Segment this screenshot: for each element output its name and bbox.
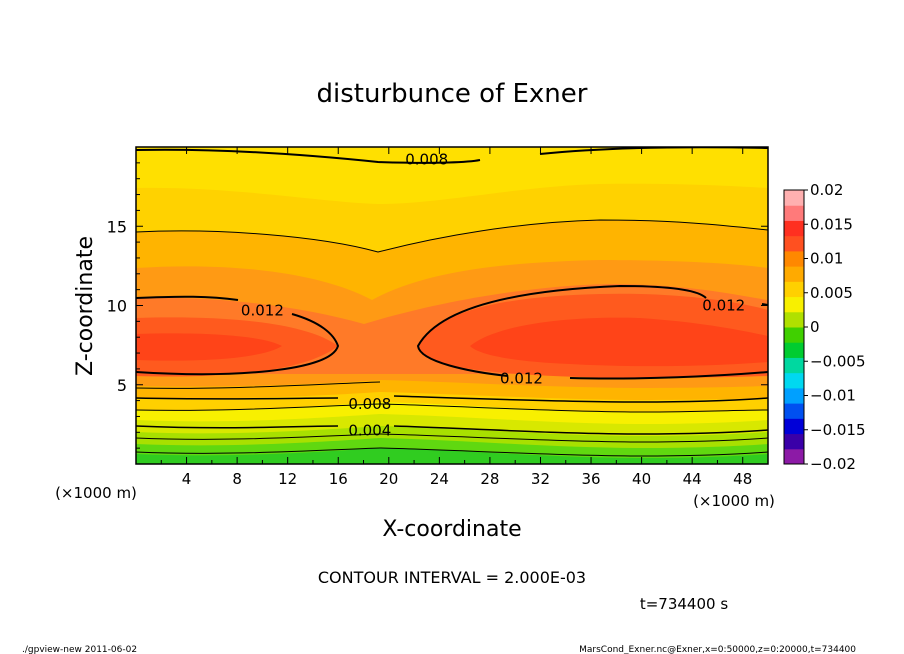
colorbar-label: 0.005 [810, 284, 853, 302]
x-tick-label: 28 [480, 470, 499, 488]
x-tick-label: 40 [632, 470, 651, 488]
colorbar-swatch [784, 403, 804, 419]
colorbar-label: 0.015 [810, 215, 853, 233]
y-tick-label: 15 [107, 217, 127, 236]
contour-label: 0.004 [348, 422, 391, 440]
y-axis-label: Z-coordinate [73, 236, 98, 376]
contour-low-1 [136, 381, 381, 389]
x-tick-label: 36 [581, 470, 600, 488]
colorbar-swatch [784, 190, 804, 206]
y-tick-label: 10 [107, 297, 127, 316]
x-tick-label: 12 [278, 470, 297, 488]
colorbar-swatch [784, 235, 804, 252]
colorbar-swatch [784, 342, 804, 358]
colorbar-label: −0.015 [810, 421, 866, 439]
x-unit-right: (×1000 m) [693, 492, 775, 510]
footer-right: MarsCond_Exner.nc@Exner,x=0:50000,z=0:20… [579, 645, 856, 654]
colorbar-swatch [784, 250, 804, 267]
colorbar [784, 190, 804, 465]
colorbar-label: 0 [810, 318, 820, 336]
x-axis-label: X-coordinate [382, 517, 521, 542]
contour-label: 0.008 [348, 395, 391, 413]
colorbar-swatch [784, 311, 804, 328]
contour-low-6 [136, 447, 768, 457]
colorbar-label: −0.02 [810, 455, 856, 473]
colorbar-swatch [784, 205, 804, 221]
colorbar-swatch [784, 418, 804, 435]
colorbar-label: −0.01 [810, 387, 856, 405]
colorbar-labels: 0.02 0.015 0.01 0.005 0 −0.005 −0.01 −0.015 −0.0… [804, 181, 866, 473]
contour-interval: CONTOUR INTERVAL = 2.000E-03 [318, 568, 586, 587]
x-tick-label: 32 [531, 470, 550, 488]
contour-low-004 [136, 425, 768, 435]
x-axis: 4 8 12 16 20 24 28 32 36 40 44 48 [160, 147, 752, 488]
core-left-inner [136, 333, 282, 361]
colorbar-swatch [784, 433, 804, 450]
colorbar-label: 0.01 [810, 250, 843, 268]
colorbar-swatch [784, 281, 804, 298]
x-tick-label: 16 [329, 470, 348, 488]
colorbar-swatch [784, 357, 804, 374]
colorbar-label: −0.005 [810, 352, 866, 370]
contour-label: 0.012 [702, 297, 745, 315]
contour-low-008 [136, 395, 768, 403]
plot-area [136, 147, 768, 464]
chart-title: disturbunce of Exner [317, 79, 588, 109]
colorbar-swatch [784, 220, 804, 237]
colorbar-swatch [784, 296, 804, 313]
colorbar-swatch [784, 448, 804, 465]
contour-low-3 [136, 403, 768, 413]
contour-low-5 [136, 433, 768, 443]
x-tick-label: 8 [232, 470, 242, 488]
colorbar-swatch [784, 327, 804, 343]
core-right-inner [470, 317, 768, 367]
colorbar-label: 0.02 [810, 181, 843, 199]
y-tick-label: 5 [117, 376, 127, 395]
x-tick-label: 48 [733, 470, 752, 488]
x-unit-left: (×1000 m) [55, 484, 137, 502]
contour-left-012 [136, 295, 340, 376]
time-label: t=734400 s [640, 595, 728, 613]
contour-right-012 [416, 284, 768, 380]
x-tick-label: 44 [683, 470, 702, 488]
band-deep-green [136, 448, 768, 464]
colorbar-swatch [784, 266, 804, 282]
contour-label: 0.012 [500, 369, 543, 387]
contour-label: 0.008 [405, 151, 448, 169]
x-tick-label: 4 [182, 470, 192, 488]
colorbar-swatch [784, 372, 804, 389]
contour-labels: 0.008 0.012 0.012 0.012 0.008 0.004 [241, 151, 745, 440]
footer-left: ./gpview-new 2011-06-02 [22, 645, 137, 654]
x-tick-label: 20 [379, 470, 398, 488]
contour-label: 0.012 [241, 301, 284, 319]
y-axis: 5 10 15 [107, 162, 768, 449]
contour-upper [136, 219, 768, 253]
x-tick-label: 24 [430, 470, 449, 488]
colorbar-swatch [784, 387, 804, 404]
